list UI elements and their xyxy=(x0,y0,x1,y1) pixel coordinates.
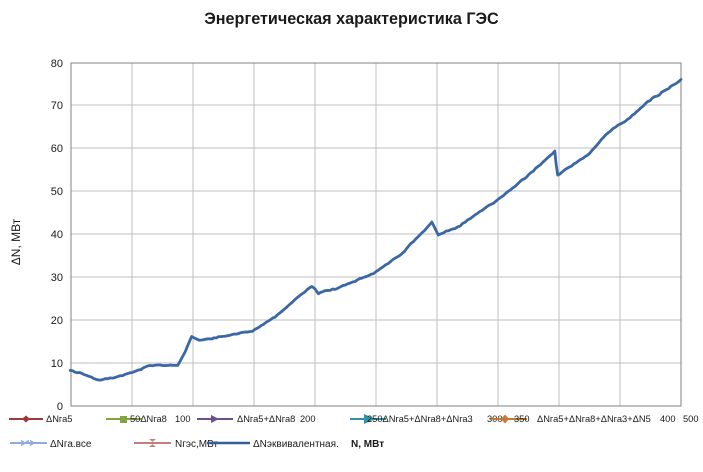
svg-text:Nгэс,МВт: Nгэс,МВт xyxy=(175,439,218,450)
svg-text:500: 500 xyxy=(683,414,699,424)
svg-text:ΔNга5+ΔNга8+ΔNга3+ΔN5: ΔNга5+ΔNга8+ΔNга3+ΔN5 xyxy=(537,414,651,424)
svg-text:100: 100 xyxy=(175,414,191,424)
svg-text:N, МВт: N, МВт xyxy=(351,439,384,450)
svg-text:10: 10 xyxy=(51,358,63,370)
svg-text:70: 70 xyxy=(51,100,63,112)
svg-text:20: 20 xyxy=(51,315,63,327)
svg-text:0: 0 xyxy=(57,401,63,413)
svg-text:80: 80 xyxy=(51,58,63,70)
svg-text:30: 30 xyxy=(51,272,63,284)
svg-text:ΔNэквивалентная.: ΔNэквивалентная. xyxy=(253,439,339,450)
svg-text:400: 400 xyxy=(660,414,676,424)
svg-text:200: 200 xyxy=(300,414,316,424)
svg-text:250ΔNга5+ΔNга8+ΔNга3: 250ΔNга5+ΔNга8+ΔNга3 xyxy=(367,414,473,424)
svg-text:350: 350 xyxy=(514,414,530,424)
svg-text:ΔNга.все: ΔNга.все xyxy=(50,439,92,450)
svg-text:60: 60 xyxy=(51,143,63,155)
svg-text:ΔNга5: ΔNга5 xyxy=(46,414,72,424)
svg-text:40: 40 xyxy=(51,229,63,241)
svg-text:ΔNга5+ΔNга8: ΔNга5+ΔNга8 xyxy=(237,414,295,424)
svg-text:50: 50 xyxy=(51,186,63,198)
svg-text:50ΔNга8: 50ΔNга8 xyxy=(130,414,167,424)
